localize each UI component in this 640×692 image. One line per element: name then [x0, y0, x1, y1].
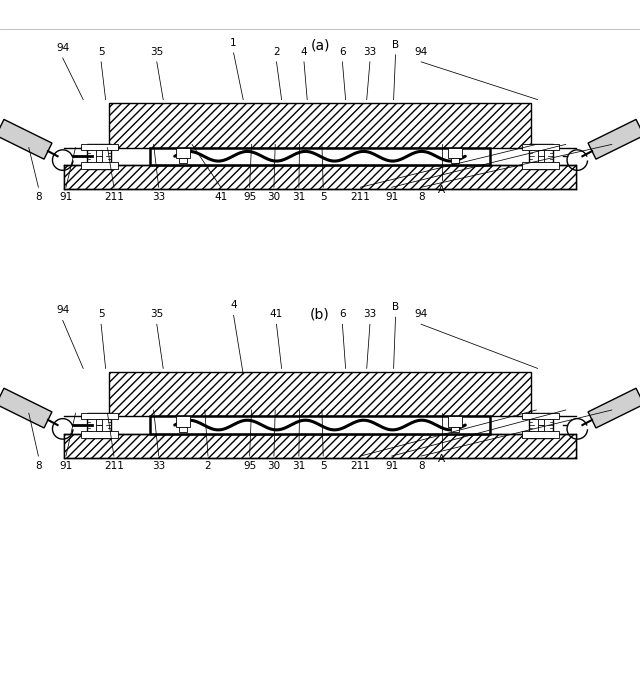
- Text: 94: 94: [56, 43, 69, 53]
- Polygon shape: [588, 388, 640, 428]
- Text: 41: 41: [270, 309, 283, 319]
- Text: 91: 91: [60, 192, 72, 202]
- Bar: [87, 144, 111, 169]
- Text: 8: 8: [35, 461, 42, 471]
- Bar: [522, 144, 559, 150]
- Bar: [538, 150, 544, 156]
- Text: 94: 94: [415, 47, 428, 57]
- Text: 91: 91: [60, 461, 72, 471]
- Bar: [176, 147, 190, 158]
- Text: 95: 95: [243, 461, 256, 471]
- Text: 41: 41: [214, 192, 227, 202]
- Bar: [529, 412, 553, 437]
- Text: 31: 31: [292, 192, 305, 202]
- Text: B: B: [392, 302, 399, 312]
- Text: 33: 33: [152, 461, 165, 471]
- Text: B: B: [392, 39, 399, 50]
- Text: 8: 8: [418, 461, 424, 471]
- Text: (a): (a): [310, 38, 330, 52]
- Text: 211: 211: [350, 461, 371, 471]
- Text: 5: 5: [98, 309, 104, 319]
- Bar: [156, 154, 484, 159]
- Bar: [451, 158, 460, 163]
- Bar: [179, 427, 188, 432]
- Polygon shape: [588, 120, 640, 159]
- Bar: [87, 412, 111, 437]
- Text: 91: 91: [385, 192, 398, 202]
- Bar: [451, 427, 460, 432]
- Bar: [96, 156, 102, 163]
- Text: 30: 30: [268, 192, 280, 202]
- Polygon shape: [0, 120, 52, 159]
- Bar: [522, 431, 559, 437]
- Text: 2: 2: [205, 461, 211, 471]
- Text: 94: 94: [415, 309, 428, 319]
- Text: 5: 5: [98, 47, 104, 57]
- Bar: [538, 419, 544, 426]
- Text: 8: 8: [35, 192, 42, 202]
- Text: 30: 30: [268, 461, 280, 471]
- Text: 211: 211: [104, 461, 124, 471]
- Text: 95: 95: [243, 192, 256, 202]
- Text: 8: 8: [418, 192, 424, 202]
- Text: 211: 211: [104, 192, 124, 202]
- Text: (b): (b): [310, 307, 330, 321]
- Polygon shape: [0, 388, 52, 428]
- Bar: [109, 372, 531, 417]
- Text: 6: 6: [339, 309, 346, 319]
- Text: 31: 31: [292, 461, 305, 471]
- Text: 33: 33: [364, 47, 376, 57]
- Text: 2: 2: [273, 47, 280, 57]
- Bar: [81, 412, 118, 419]
- Bar: [522, 163, 559, 169]
- Bar: [150, 147, 490, 165]
- Bar: [96, 150, 102, 156]
- Text: 33: 33: [364, 309, 376, 319]
- Bar: [150, 417, 490, 434]
- Text: 35: 35: [150, 47, 163, 57]
- Bar: [64, 434, 576, 458]
- Bar: [448, 147, 462, 158]
- Bar: [109, 103, 531, 147]
- Bar: [522, 412, 559, 419]
- Text: 4: 4: [230, 300, 237, 310]
- Bar: [176, 417, 190, 427]
- Text: 94: 94: [56, 305, 69, 316]
- Text: A: A: [438, 453, 445, 464]
- Text: 35: 35: [150, 309, 163, 319]
- Text: 91: 91: [385, 461, 398, 471]
- Bar: [96, 425, 102, 431]
- Bar: [156, 422, 484, 428]
- Bar: [96, 419, 102, 426]
- Text: 33: 33: [152, 192, 165, 202]
- Bar: [448, 417, 462, 427]
- Text: 211: 211: [350, 192, 371, 202]
- Bar: [81, 431, 118, 437]
- Text: 6: 6: [339, 47, 346, 57]
- Bar: [81, 163, 118, 169]
- Text: 4: 4: [301, 47, 307, 57]
- Bar: [81, 144, 118, 150]
- Bar: [179, 158, 188, 163]
- Bar: [538, 425, 544, 431]
- Text: 1: 1: [230, 38, 237, 48]
- Bar: [64, 165, 576, 189]
- Bar: [529, 144, 553, 169]
- Bar: [538, 156, 544, 163]
- Text: 5: 5: [320, 192, 326, 202]
- Text: 5: 5: [320, 461, 326, 471]
- Text: A: A: [438, 185, 445, 194]
